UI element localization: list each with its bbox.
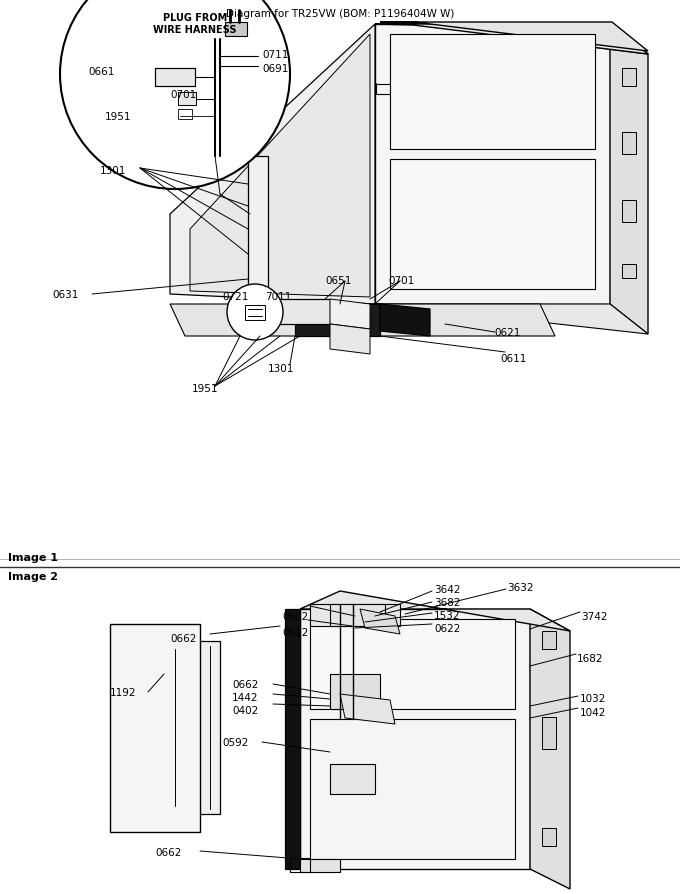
Text: PLUG FROM
WIRE HARNESS: PLUG FROM WIRE HARNESS — [153, 13, 237, 35]
Polygon shape — [360, 610, 400, 634]
Polygon shape — [155, 69, 195, 87]
Text: 1682: 1682 — [577, 654, 603, 663]
Polygon shape — [330, 299, 370, 330]
Polygon shape — [110, 624, 200, 832]
Text: 3632: 3632 — [507, 582, 534, 593]
Bar — [245, 306, 265, 321]
Bar — [622, 265, 636, 279]
Bar — [542, 631, 556, 649]
Polygon shape — [285, 610, 300, 869]
Polygon shape — [170, 25, 375, 305]
Polygon shape — [310, 604, 400, 627]
Text: 0661: 0661 — [88, 67, 114, 77]
Bar — [542, 717, 556, 749]
Bar — [178, 93, 196, 105]
Circle shape — [60, 0, 290, 190]
Text: 0631: 0631 — [52, 290, 78, 299]
Bar — [330, 674, 380, 709]
Text: 1301: 1301 — [268, 364, 294, 374]
Text: Image 2: Image 2 — [8, 571, 58, 582]
Polygon shape — [375, 25, 648, 55]
Polygon shape — [380, 23, 648, 52]
Text: 0651: 0651 — [325, 275, 352, 286]
Text: 0711: 0711 — [262, 50, 288, 60]
Polygon shape — [340, 305, 648, 334]
Text: 3642: 3642 — [434, 585, 460, 595]
Text: 0662: 0662 — [170, 633, 197, 644]
Text: 0622: 0622 — [434, 623, 460, 633]
Text: 7011: 7011 — [265, 291, 291, 301]
Text: 0701: 0701 — [388, 275, 414, 286]
Text: 0721: 0721 — [222, 291, 248, 301]
Bar — [622, 69, 636, 87]
Bar — [542, 828, 556, 846]
Text: 1032: 1032 — [580, 693, 607, 704]
Text: Image 1: Image 1 — [8, 552, 58, 562]
Polygon shape — [248, 156, 268, 309]
Polygon shape — [300, 610, 530, 869]
Text: 1951: 1951 — [105, 112, 131, 122]
Text: 0611: 0611 — [500, 354, 526, 364]
Bar — [622, 201, 636, 223]
Text: 0592: 0592 — [222, 738, 248, 747]
Text: 3682: 3682 — [434, 597, 460, 607]
Bar — [622, 133, 636, 155]
Bar — [390, 160, 595, 290]
Text: 0691: 0691 — [262, 64, 288, 74]
Text: 0662: 0662 — [232, 679, 258, 689]
Text: 1951: 1951 — [192, 384, 218, 393]
Bar — [225, 23, 247, 37]
Polygon shape — [375, 25, 610, 305]
Text: 0402: 0402 — [232, 705, 258, 715]
Bar — [290, 858, 310, 872]
Polygon shape — [295, 305, 380, 337]
Text: 1532: 1532 — [434, 611, 460, 620]
Text: 0602: 0602 — [282, 611, 308, 621]
Bar — [330, 764, 375, 794]
Text: 1192: 1192 — [110, 687, 137, 697]
Text: 1301: 1301 — [100, 165, 126, 176]
Polygon shape — [380, 305, 430, 337]
Polygon shape — [165, 641, 220, 814]
Polygon shape — [190, 35, 370, 298]
Bar — [310, 719, 515, 859]
Bar — [330, 604, 385, 627]
Text: 0612: 0612 — [282, 628, 308, 637]
Text: 1042: 1042 — [580, 707, 607, 717]
Bar — [310, 620, 515, 709]
Text: 0621: 0621 — [494, 327, 520, 338]
Bar — [390, 35, 595, 150]
Bar — [178, 110, 192, 120]
Polygon shape — [300, 591, 570, 631]
Polygon shape — [340, 695, 395, 724]
Text: 3742: 3742 — [581, 611, 607, 621]
Circle shape — [227, 284, 283, 341]
Polygon shape — [300, 859, 340, 872]
Polygon shape — [530, 610, 570, 889]
Polygon shape — [268, 299, 330, 325]
Polygon shape — [375, 25, 648, 55]
Polygon shape — [610, 25, 648, 334]
Text: 1442: 1442 — [232, 692, 258, 702]
Bar — [268, 299, 330, 325]
Text: 0662: 0662 — [155, 847, 182, 857]
Polygon shape — [170, 305, 555, 337]
Text: 0701: 0701 — [170, 90, 197, 100]
Polygon shape — [330, 325, 370, 355]
Bar — [155, 69, 195, 87]
Text: Diagram for TR25VW (BOM: P1196404W W): Diagram for TR25VW (BOM: P1196404W W) — [226, 9, 454, 19]
